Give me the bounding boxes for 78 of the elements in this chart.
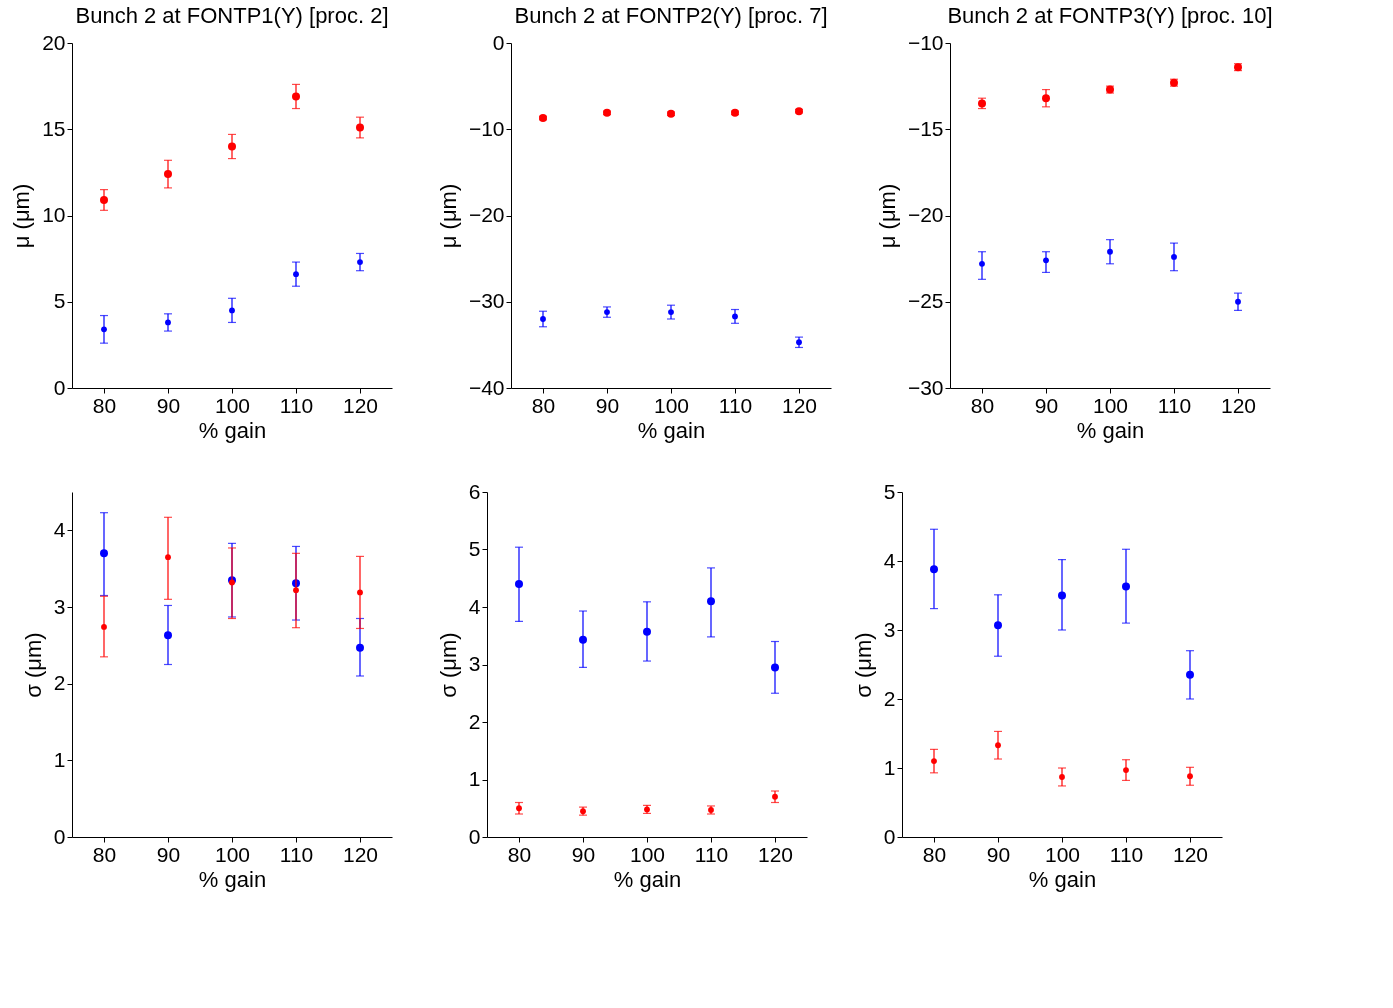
x-tick-label: 90 [571, 842, 596, 866]
x-tick-label: 110 [694, 842, 729, 866]
x-axis-title: % gain [198, 417, 267, 443]
x-tick-label: 120 [1172, 842, 1209, 866]
y-tick-label: 3 [53, 594, 66, 618]
y-tick-label: 3 [883, 617, 896, 641]
x-tick-label: 110 [279, 842, 314, 866]
y-axis-title: σ (μm) [435, 632, 461, 698]
chart-title: Bunch 2 at FONTP3(Y) [proc. 10] [947, 3, 1273, 28]
x-tick-label: 120 [1220, 393, 1257, 417]
y-tick-label: −20 [468, 203, 505, 226]
x-axis-title: % gain [1076, 417, 1145, 443]
x-tick-label: 100 [214, 842, 251, 866]
y-tick-label: 0 [53, 824, 66, 848]
x-tick-label: 120 [342, 393, 379, 417]
y-tick-label: 5 [883, 479, 896, 503]
y-tick-label: 0 [53, 375, 66, 399]
y-tick-label: 15 [42, 116, 66, 140]
y-tick-label: 1 [883, 755, 896, 779]
x-tick-label: 120 [781, 393, 818, 417]
y-tick-label: 20 [42, 30, 66, 54]
y-tick-label: 4 [883, 548, 896, 572]
x-tick-label: 90 [986, 842, 1011, 866]
y-tick-label: 3 [468, 652, 481, 675]
y-tick-label: 0 [492, 30, 505, 54]
y-tick-label: 4 [468, 594, 481, 618]
y-axis-title: μ (μm) [9, 183, 35, 249]
x-tick-label: 80 [970, 393, 995, 417]
x-tick-label: 80 [531, 393, 556, 417]
x-tick-label: 110 [1109, 842, 1144, 866]
x-axis-title: % gain [198, 866, 267, 892]
y-axis-title: μ (μm) [874, 183, 900, 249]
y-tick-label: 1 [53, 747, 66, 771]
y-tick-label: −10 [907, 30, 944, 54]
y-tick-label: 2 [883, 686, 896, 710]
y-tick-label: 2 [468, 709, 481, 733]
y-tick-label: 2 [53, 671, 66, 695]
y-tick-label: 1 [468, 767, 481, 790]
x-tick-label: 80 [507, 842, 532, 866]
x-tick-label: 100 [1092, 393, 1129, 417]
x-axis-title: % gain [613, 866, 682, 892]
x-axis-title: % gain [1028, 866, 1097, 892]
x-tick-label: 90 [156, 393, 181, 417]
chart-title: Bunch 2 at FONTP1(Y) [proc. 2] [75, 3, 389, 28]
y-tick-label: 10 [42, 203, 66, 226]
x-tick-label: 80 [922, 842, 947, 866]
y-tick-label: 6 [468, 479, 481, 503]
x-tick-label: 90 [595, 393, 620, 417]
chart-title: Bunch 2 at FONTP2(Y) [proc. 7] [514, 3, 828, 28]
y-tick-label: −25 [907, 289, 944, 313]
y-axis-title: σ (μm) [850, 632, 876, 698]
x-axis-title: % gain [637, 417, 706, 443]
y-tick-label: −30 [468, 289, 505, 313]
y-tick-label: −15 [907, 116, 944, 140]
y-axis-title: σ (μm) [20, 632, 46, 698]
x-tick-label: 100 [629, 842, 666, 866]
y-tick-label: −40 [468, 375, 505, 399]
x-tick-label: 110 [279, 393, 314, 417]
y-tick-label: −10 [468, 116, 505, 140]
x-tick-label: 80 [92, 393, 117, 417]
x-tick-label: 120 [757, 842, 794, 866]
y-tick-label: 0 [883, 824, 896, 848]
x-tick-label: 110 [1157, 393, 1192, 417]
x-tick-label: 80 [92, 842, 117, 866]
x-tick-label: 110 [718, 393, 753, 417]
y-tick-label: −30 [907, 375, 944, 399]
x-tick-label: 100 [214, 393, 251, 417]
y-tick-label: 0 [468, 824, 481, 848]
x-tick-label: 90 [156, 842, 181, 866]
y-tick-label: 5 [53, 289, 66, 313]
y-tick-label: 5 [468, 537, 481, 560]
x-tick-label: 100 [1044, 842, 1081, 866]
x-tick-label: 120 [342, 842, 379, 866]
y-tick-label: 4 [53, 517, 66, 541]
y-axis-title: μ (μm) [435, 183, 461, 249]
x-tick-label: 90 [1034, 393, 1059, 417]
x-tick-label: 100 [653, 393, 690, 417]
y-tick-label: −20 [907, 203, 944, 226]
